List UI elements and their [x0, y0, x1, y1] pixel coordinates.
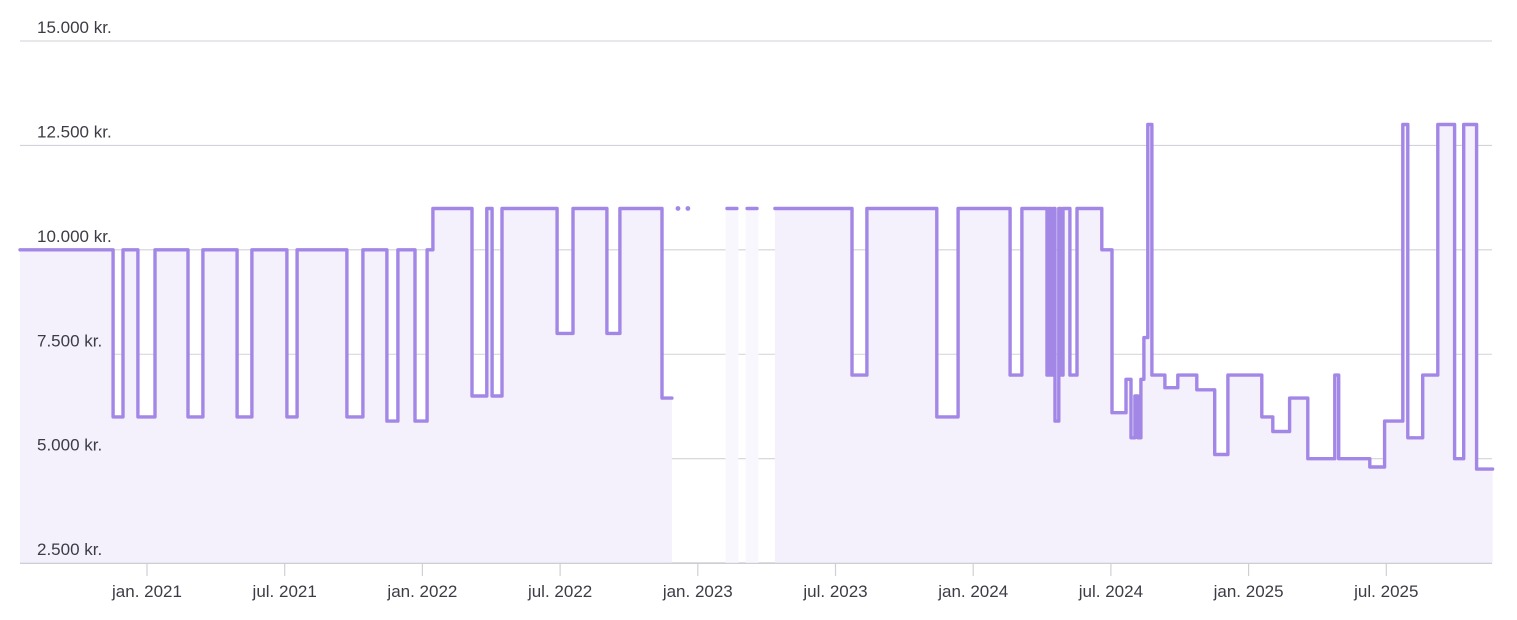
sparse-period-fill-band [725, 208, 739, 563]
x-axis-label: jul. 2021 [252, 582, 317, 601]
price-line[interactable] [773, 122, 1495, 471]
y-axis-label: 5.000 kr. [37, 436, 102, 455]
sparse-period-fill-band [745, 208, 759, 563]
x-axis-label: jan. 2021 [111, 582, 182, 601]
price-area-fill [774, 124, 1493, 563]
x-axis-label: jul. 2025 [1353, 582, 1418, 601]
x-axis-label: jan. 2025 [1213, 582, 1284, 601]
price-line[interactable] [18, 206, 674, 423]
y-axis-label: 2.500 kr. [37, 540, 102, 559]
axis-labels-layer: 15.000 kr. 12.500 kr. 10.000 kr. 7.500 kr. 5… [37, 18, 1418, 601]
x-axis-label: jul. 2024 [1078, 582, 1143, 601]
y-axis-label: 10.000 kr. [37, 227, 112, 246]
y-axis-label: 15.000 kr. [37, 18, 112, 37]
x-axis-label: jul. 2022 [527, 582, 592, 601]
x-axis-label: jan. 2023 [662, 582, 733, 601]
x-axis-label: jan. 2024 [937, 582, 1008, 601]
x-axis-label: jan. 2022 [386, 582, 457, 601]
y-axis-label: 12.500 kr. [37, 122, 112, 141]
price-dot[interactable] [685, 206, 691, 211]
y-axis-label: 7.500 kr. [37, 331, 102, 350]
area-fill-layer [20, 124, 1493, 563]
price-dot[interactable] [675, 206, 681, 211]
price-line-layer[interactable] [18, 122, 1495, 471]
x-axis-label: jul. 2023 [802, 582, 867, 601]
